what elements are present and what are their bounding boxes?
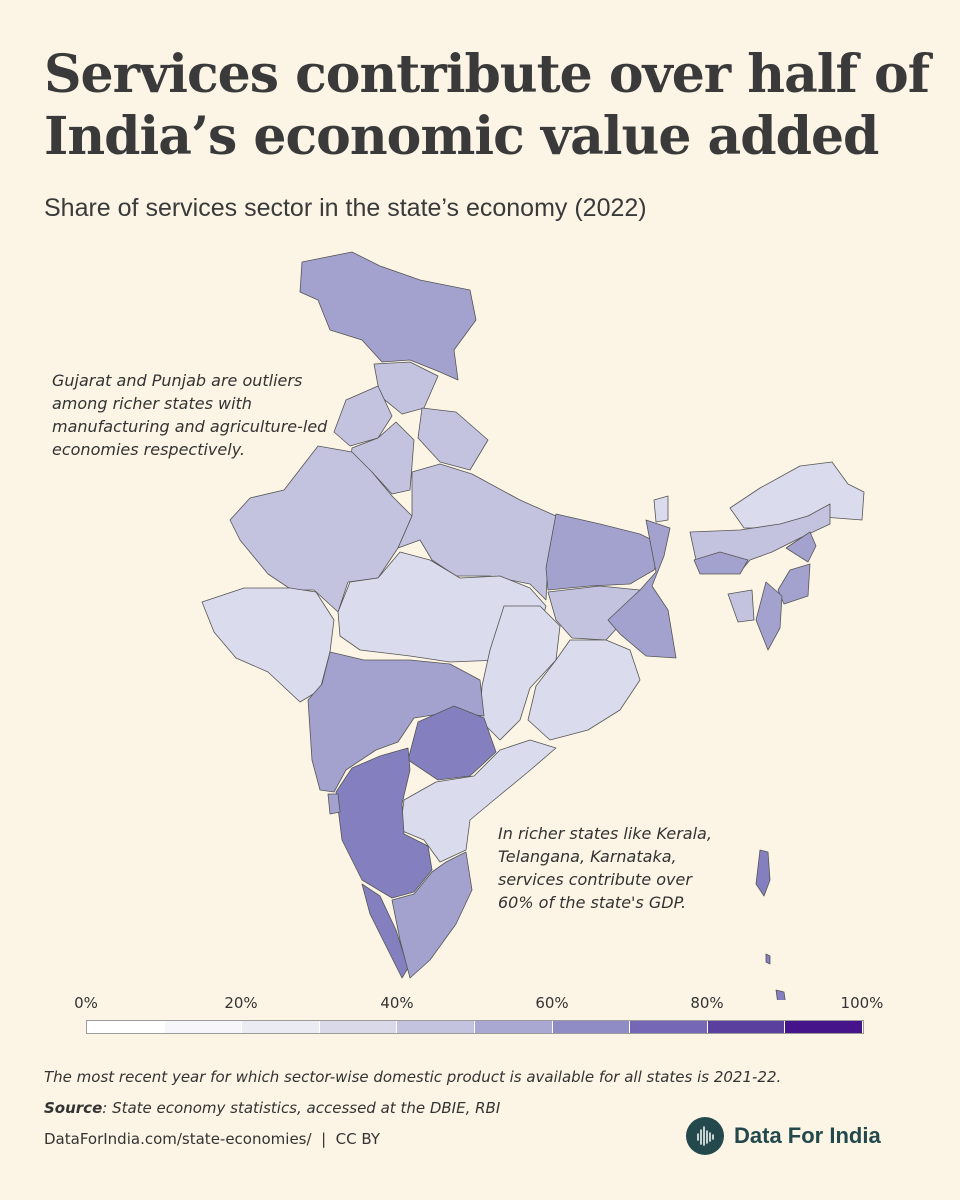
india-map: Jammu & Kashmir / Ladakh Himachal Prades… [201, 251, 865, 1000]
legend-swatch [707, 1021, 786, 1033]
source-text: : State economy statistics, accessed at … [102, 1099, 501, 1117]
chart-title: Services contribute over half of India’s… [44, 44, 930, 167]
legend-swatch [397, 1021, 475, 1033]
region-tripura: Tripura [727, 589, 755, 623]
source-label: Source [44, 1099, 103, 1117]
legend-swatch [785, 1021, 863, 1033]
region-bihar: Bihar [545, 513, 665, 591]
legend-swatch [630, 1021, 708, 1033]
legend-label-0: 0% [74, 994, 98, 1012]
legend-label-100: 100% [840, 994, 884, 1012]
legend-label-40: 40% [380, 994, 414, 1012]
legend-swatch [552, 1021, 631, 1033]
brand[interactable]: Data For India [686, 1117, 881, 1155]
region-sikkim: Sikkim [653, 495, 669, 523]
legend-bar [86, 1020, 864, 1034]
brand-name: Data For India [734, 1123, 881, 1148]
region-uttarakhand: Uttarakhand [417, 407, 489, 471]
annotation-left: Gujarat and Punjab are outliers among ri… [52, 371, 328, 459]
region-telangana: Telangana [407, 705, 497, 781]
legend-label-60: 60% [535, 994, 569, 1012]
annotation-right: In richer states like Kerala, Telangana,… [498, 824, 712, 912]
region-uttar_pradesh: Uttar Pradesh [397, 463, 563, 601]
region-tamil_nadu: Tamil Nadu [391, 851, 473, 979]
region-mizoram: Mizoram [755, 581, 783, 651]
legend-swatch [474, 1021, 553, 1033]
region-madhya_pradesh: Madhya Pradesh [337, 551, 547, 663]
legend-label-20: 20% [224, 994, 258, 1012]
source-line: Source: State economy statistics, access… [44, 1099, 500, 1117]
legend-label-80: 80% [690, 994, 724, 1012]
region-nagaland: Nagaland [785, 531, 817, 563]
legend-swatch [87, 1021, 165, 1033]
region-west_bengal: West Bengal [607, 519, 677, 659]
footnote: The most recent year for which sector-wi… [44, 1068, 782, 1086]
legend-swatch [164, 1021, 243, 1033]
region-gujarat: Gujarat [201, 587, 335, 703]
region-arunachal_pradesh: Arunachal Pradesh [729, 461, 865, 529]
region-karnataka: Karnataka [335, 747, 433, 899]
credit-link[interactable]: DataForIndia.com/state-economies/ | CC B… [44, 1130, 381, 1148]
legend-swatch [242, 1021, 320, 1033]
color-legend: 0% 20% 40% 60% 80% 100% [74, 990, 883, 1040]
region-andaman_nicobar: Andaman & Nicobar [755, 849, 786, 1000]
legend-swatch [319, 1021, 398, 1033]
region-manipur: Manipur [777, 563, 811, 605]
region-jammu_kashmir_ladakh: Jammu & Kashmir / Ladakh [299, 251, 477, 381]
region-odisha: Odisha [527, 639, 641, 741]
region-goa: Goa [327, 793, 341, 815]
chart-subtitle: Share of services sector in the state’s … [44, 194, 647, 222]
region-meghalaya: Meghalaya [693, 551, 749, 575]
brand-logo-icon [686, 1117, 724, 1155]
region-kerala: Kerala [361, 883, 409, 979]
region-chhattisgarh: Chhattisgarh [479, 605, 561, 741]
